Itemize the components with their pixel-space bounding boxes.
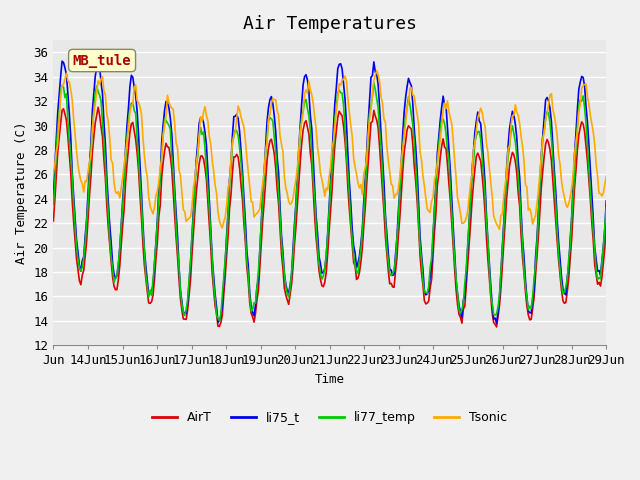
- li75_t: [602, 198, 610, 204]
- Title: Air Temperatures: Air Temperatures: [243, 15, 417, 33]
- Line: AirT: AirT: [53, 107, 606, 327]
- AirT: [94, 104, 102, 110]
- AirT: [601, 245, 609, 251]
- li75_t: [335, 61, 343, 67]
- li75_t: [493, 320, 500, 326]
- Tsonic: [49, 169, 57, 175]
- Tsonic: [445, 108, 452, 114]
- AirT: [86, 192, 93, 198]
- li77_temp: [601, 225, 609, 230]
- li77_temp: [216, 318, 223, 324]
- Text: MB_tule: MB_tule: [73, 53, 131, 68]
- li77_temp: [529, 294, 536, 300]
- Tsonic: [529, 221, 536, 227]
- li77_temp: [602, 204, 610, 210]
- Tsonic: [495, 227, 503, 232]
- li77_temp: [86, 171, 93, 177]
- Line: li77_temp: li77_temp: [53, 83, 606, 321]
- AirT: [68, 197, 76, 203]
- li75_t: [49, 193, 57, 199]
- Tsonic: [601, 182, 609, 188]
- AirT: [602, 220, 610, 226]
- Y-axis label: Air Temperature (C): Air Temperature (C): [15, 121, 28, 264]
- Tsonic: [86, 159, 93, 165]
- li77_temp: [335, 87, 343, 93]
- li75_t: [529, 297, 536, 302]
- AirT: [49, 218, 57, 224]
- Tsonic: [334, 96, 342, 101]
- Line: li75_t: li75_t: [53, 59, 606, 323]
- li75_t: [68, 169, 76, 175]
- AirT: [493, 324, 500, 330]
- li75_t: [445, 146, 452, 152]
- li77_temp: [447, 188, 454, 194]
- AirT: [335, 108, 343, 114]
- AirT: [529, 306, 536, 312]
- li77_temp: [49, 202, 57, 207]
- li75_t: [86, 163, 93, 169]
- Line: Tsonic: Tsonic: [53, 71, 606, 229]
- Tsonic: [68, 97, 76, 103]
- X-axis label: Time: Time: [315, 373, 345, 386]
- li75_t: [94, 56, 102, 61]
- Legend: AirT, li75_t, li77_temp, Tsonic: AirT, li75_t, li77_temp, Tsonic: [147, 407, 513, 430]
- AirT: [445, 181, 452, 187]
- li77_temp: [370, 80, 378, 86]
- Tsonic: [373, 68, 381, 73]
- Tsonic: [602, 173, 610, 179]
- li75_t: [601, 226, 609, 232]
- li77_temp: [68, 173, 76, 179]
